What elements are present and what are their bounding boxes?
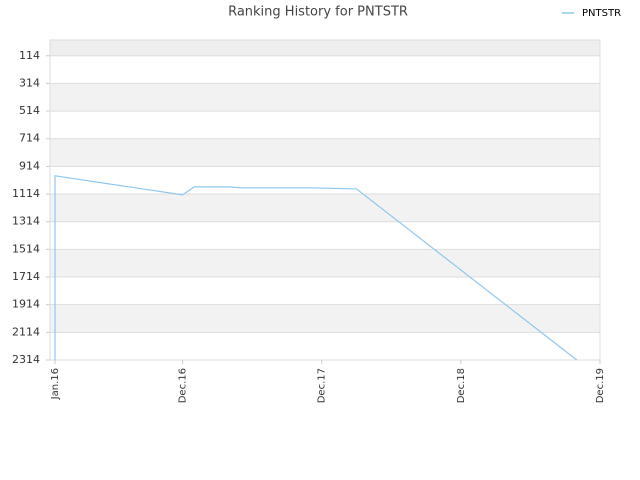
line-series (54, 175, 578, 361)
y-tick-label: 1714 (12, 270, 40, 283)
y-tick-label: 914 (19, 159, 40, 172)
legend-label: PNTSTR (582, 8, 621, 19)
y-tick-label: 314 (19, 76, 40, 89)
y-tick-label: 1114 (12, 187, 40, 200)
plot-border (49, 39, 601, 361)
grid-band (50, 249, 600, 278)
y-tick-label: 2114 (12, 325, 40, 338)
grid-band (50, 83, 600, 112)
x-tick-label: Dec.18 (456, 368, 467, 403)
grid-band (50, 40, 600, 56)
y-tick-label: 1914 (12, 298, 40, 311)
x-tick-label: Dec.16 (178, 368, 189, 403)
y-tick-label: 514 (19, 104, 40, 117)
grid-band (50, 304, 600, 333)
y-tick-label: 714 (19, 132, 40, 145)
grid-band (50, 194, 600, 222)
y-tick-label: 2314 (12, 353, 40, 366)
x-tick-label: Dec.19 (595, 368, 606, 403)
y-tick-label: 1314 (12, 215, 40, 228)
y-tick-label: 114 (19, 49, 40, 62)
chart-title: Ranking History for PNTSTR (228, 5, 408, 20)
x-tick-label: Jan.16 (50, 368, 61, 400)
x-tick-label: Dec.17 (317, 368, 328, 403)
grid-band (50, 138, 600, 167)
y-tick-label: 1514 (12, 242, 40, 255)
